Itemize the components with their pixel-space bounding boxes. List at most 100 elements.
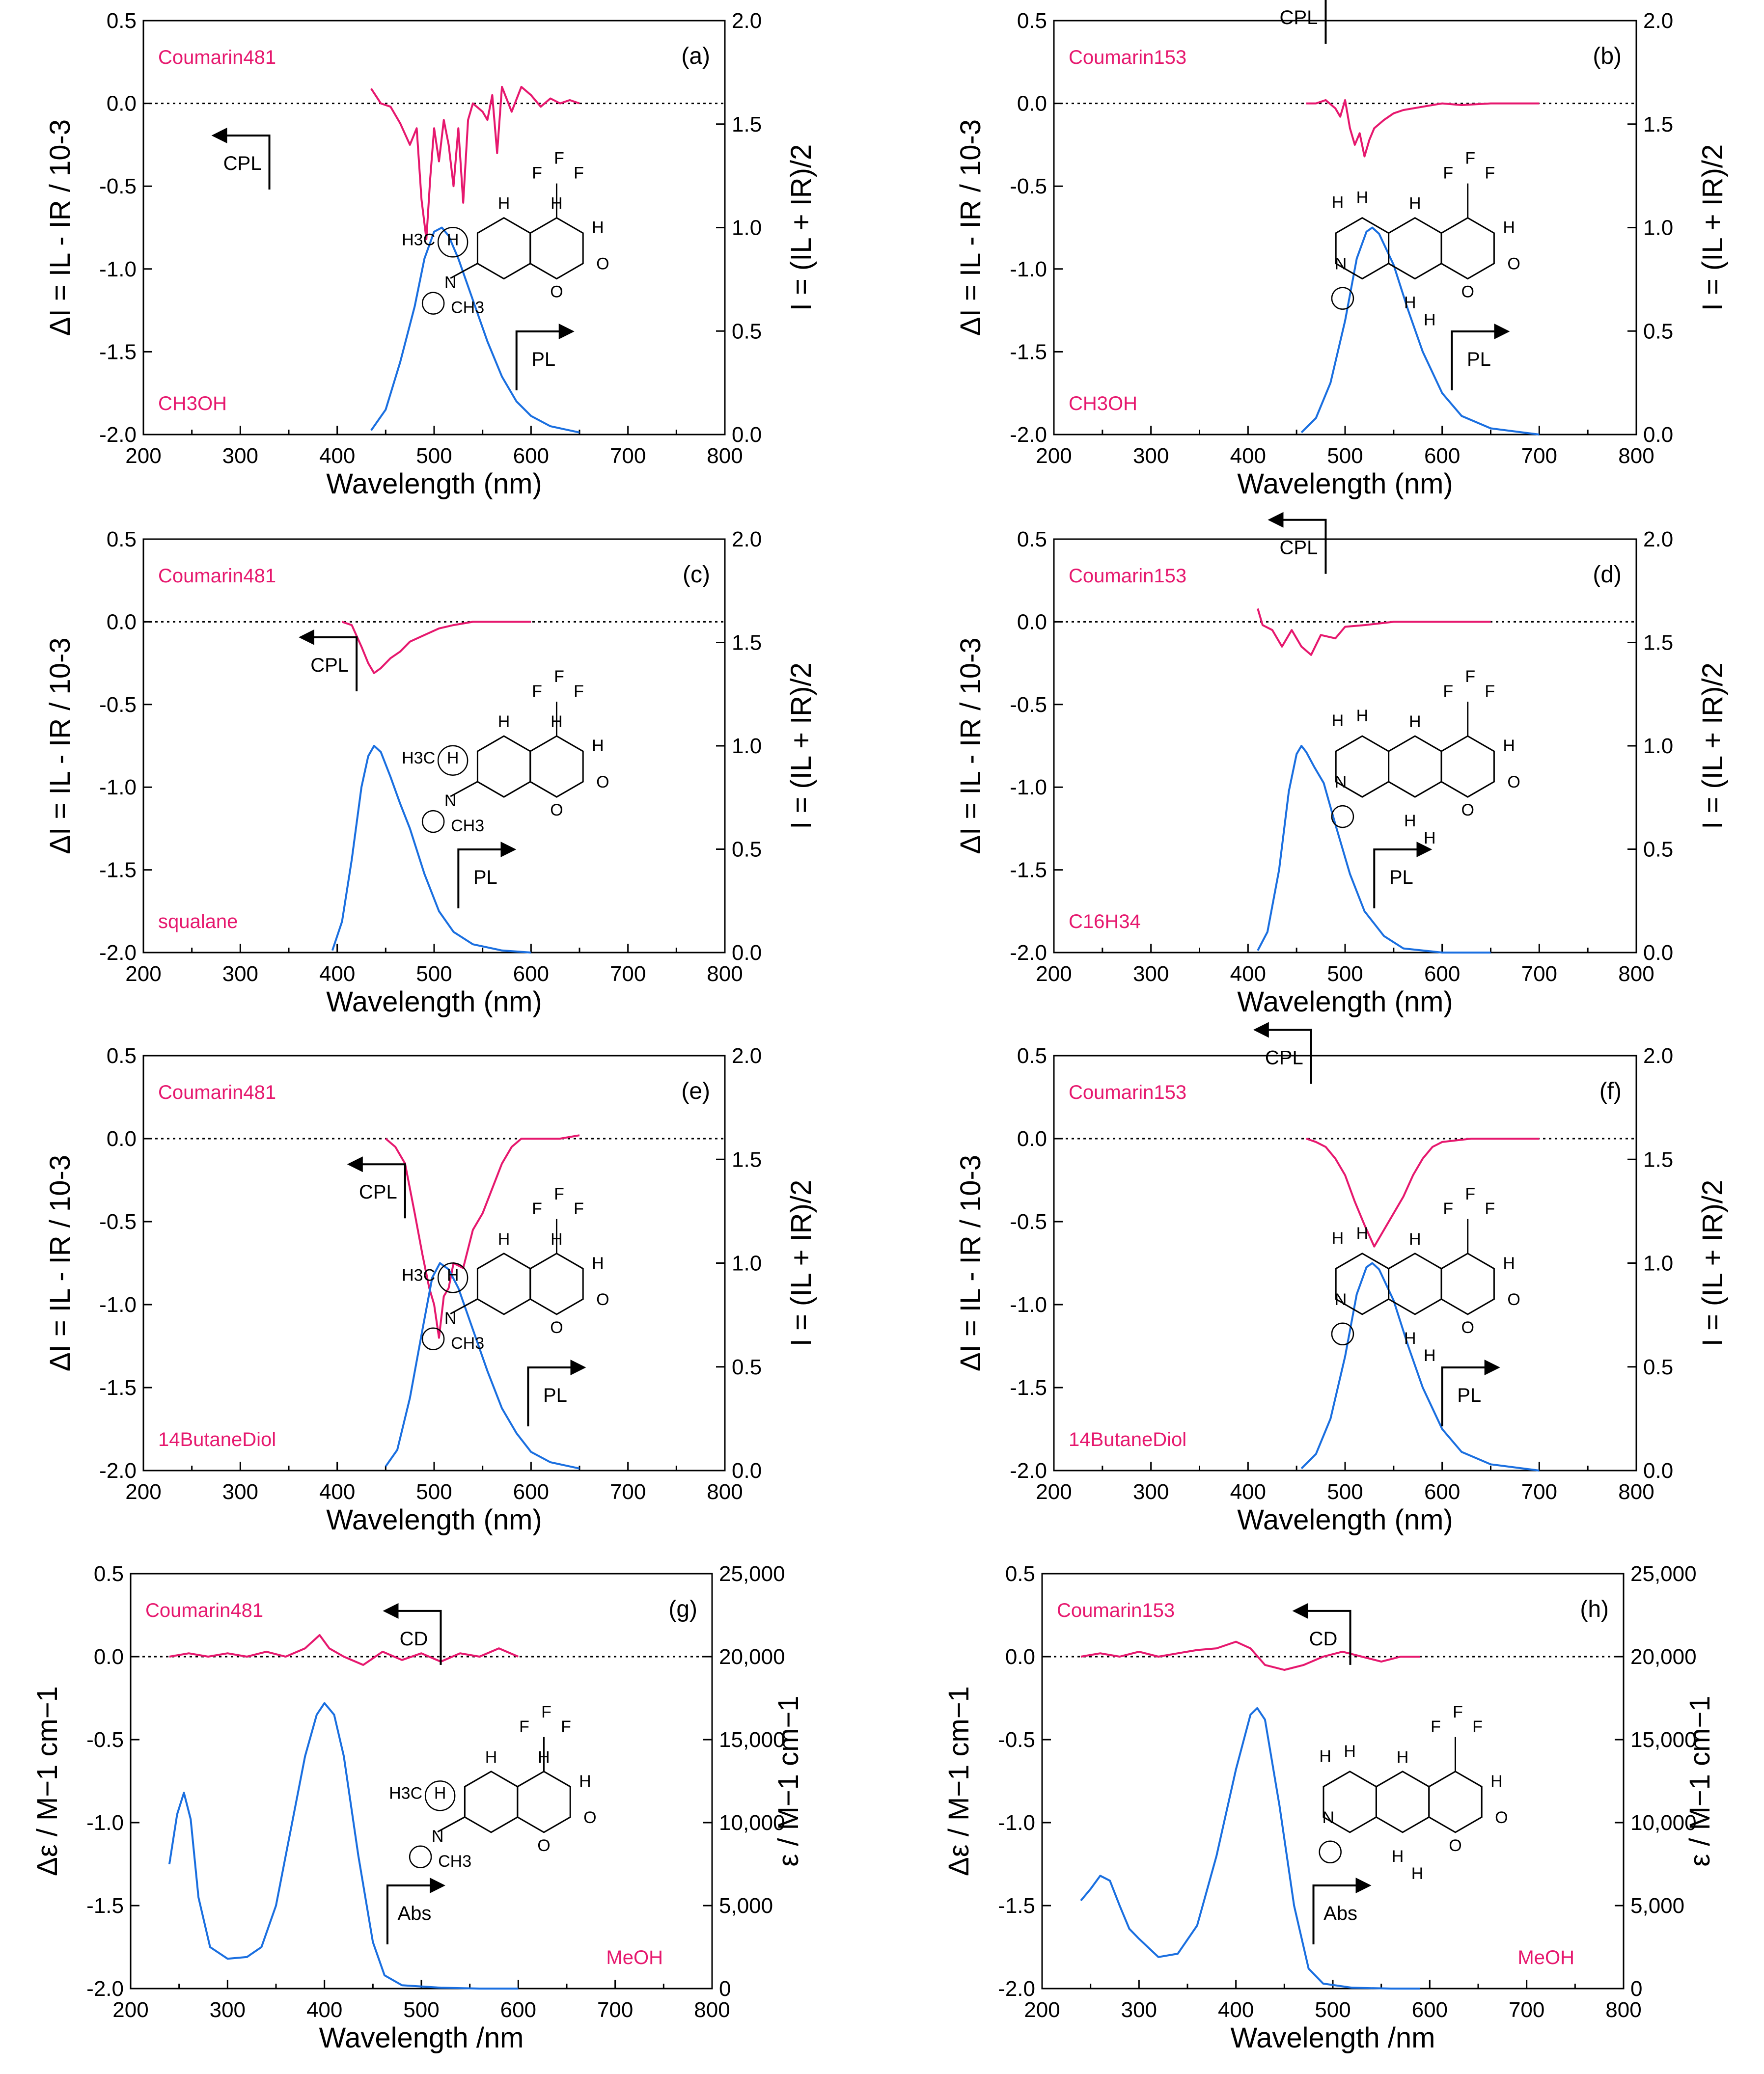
atom-label: F — [561, 1718, 571, 1736]
panel-e: 200 300 400 500 600 700 800 0.5 0.0 -0.5 -1.0 -1.5 -… — [44, 1044, 817, 1536]
right-tick-label: 0.0 — [1643, 941, 1673, 965]
bottom-axis-arrow: PL — [457, 842, 517, 908]
bottom-arrow-label: PL — [543, 1385, 567, 1406]
atom-label: O — [596, 1290, 609, 1309]
right-tick-label: 0.5 — [732, 1355, 762, 1379]
right-tick-label: 0.0 — [1643, 423, 1673, 447]
right-tick-label: 2.0 — [732, 527, 762, 551]
x-tick-label: 500 — [403, 1998, 439, 2022]
x-axis-label: Wavelength (nm) — [1237, 1504, 1453, 1536]
lone-pair-orbital — [409, 1845, 432, 1868]
atom-label: F — [1443, 682, 1453, 701]
atom-label: F — [541, 1703, 551, 1721]
atom-label: N — [1335, 1290, 1347, 1309]
atom-label: F — [532, 1200, 542, 1218]
left-tick-label: -0.5 — [1010, 693, 1047, 717]
atom-label: H — [1503, 218, 1515, 237]
atom-label: O — [1449, 1836, 1461, 1855]
atom-label: H — [1409, 712, 1421, 731]
panel-tag: (f) — [1599, 1078, 1622, 1104]
atom-label: H — [1332, 711, 1344, 730]
solvent-label: C16H34 — [1069, 911, 1141, 932]
dye-label: Coumarin153 — [1069, 47, 1186, 68]
right-tick-label: 0.5 — [732, 319, 762, 343]
left-tick-label: 0.5 — [1017, 527, 1047, 551]
x-axis-label: Wavelength /nm — [1231, 2022, 1435, 2054]
x-tick-label: 400 — [319, 1480, 355, 1504]
atom-label: H — [1356, 189, 1369, 207]
x-tick-label: 700 — [610, 1480, 646, 1504]
lone-pair-orbital — [1331, 287, 1354, 310]
atom-label: H3C — [389, 1784, 422, 1803]
atom-label: F — [554, 149, 564, 168]
pl-series-line — [1300, 226, 1540, 436]
x-tick-label: 400 — [319, 444, 355, 468]
right-tick-label: 1.0 — [1643, 734, 1673, 758]
left-tick-label: 0.5 — [1017, 9, 1047, 33]
atom-label: F — [1431, 1718, 1441, 1736]
right-tick-label: 1.5 — [732, 112, 762, 136]
right-tick-label: 10,000 — [1630, 1811, 1697, 1835]
panel-tag: (b) — [1593, 43, 1622, 69]
right-tick-label: 25,000 — [719, 1562, 785, 1586]
panel-tag: (h) — [1580, 1596, 1609, 1622]
atom-label: CH3 — [451, 1334, 484, 1353]
pl-series-line — [385, 1262, 580, 1470]
left-tick-label: -1.5 — [99, 340, 137, 364]
panel-c: 200 300 400 500 600 700 800 0.5 0.0 -0.5 -1.0 -1.5 -… — [44, 527, 817, 1018]
x-tick-label: 300 — [1133, 1480, 1169, 1504]
atom-label: H — [485, 1748, 497, 1767]
left-tick-label: -2.0 — [1010, 941, 1047, 965]
atom-label: H — [1319, 1747, 1331, 1766]
lone-pair-orbital — [421, 1327, 445, 1350]
right-y-axis-label: ε / M−1 cm−1 — [772, 1695, 804, 1866]
left-tick-label: -0.5 — [1010, 1210, 1047, 1234]
top-axis-arrow: CPL — [1268, 512, 1327, 574]
atom-label: N — [444, 1309, 457, 1328]
atom-label: H — [1404, 294, 1416, 312]
left-y-axis-label: ΔI = IL - IR / 10-3 — [44, 1155, 76, 1371]
solvent-label: MeOH — [1517, 1947, 1574, 1968]
x-tick-label: 500 — [416, 1480, 452, 1504]
left-tick-label: -1.5 — [998, 1894, 1035, 1918]
atom-label: H — [551, 194, 563, 213]
x-tick-label: 400 — [1218, 1998, 1254, 2022]
bottom-arrow-label: PL — [1457, 1385, 1481, 1406]
atom-label: O — [550, 283, 563, 301]
bottom-axis-arrow: Abs — [386, 1878, 445, 1944]
atom-label: H — [592, 737, 604, 755]
atom-label: F — [1443, 164, 1453, 183]
atom-label: N — [1322, 1808, 1334, 1827]
x-tick-label: 300 — [1121, 1998, 1157, 2022]
cpl-series-line — [1306, 1138, 1540, 1248]
atom-label: H — [1397, 1748, 1409, 1767]
atom-label: O — [550, 801, 563, 819]
right-tick-label: 0 — [719, 1977, 731, 2001]
h-highlight-circle — [424, 1780, 456, 1811]
left-y-axis-label: ΔI = IL - IR / 10-3 — [955, 637, 987, 854]
x-tick-label: 800 — [1618, 1480, 1654, 1504]
cpl-series-line — [1080, 1640, 1420, 1671]
atom-label: F — [1485, 1200, 1495, 1218]
left-tick-label: 0.0 — [1005, 1645, 1035, 1669]
left-tick-label: -0.5 — [99, 1210, 137, 1234]
x-tick-label: 600 — [513, 962, 549, 986]
bottom-arrow-label: PL — [531, 349, 555, 370]
panel-tag: (g) — [668, 1596, 697, 1622]
right-y-axis-label: ε / M−1 cm−1 — [1684, 1695, 1716, 1866]
atom-label: N — [1335, 773, 1347, 791]
left-tick-label: -1.5 — [1010, 1376, 1047, 1400]
x-tick-label: 500 — [1327, 1480, 1363, 1504]
left-tick-label: -2.0 — [99, 423, 137, 447]
atom-label: F — [1443, 1200, 1453, 1218]
left-tick-label: -2.0 — [1010, 423, 1047, 447]
left-tick-label: -1.0 — [99, 775, 137, 799]
atom-label: F — [554, 1185, 564, 1203]
x-tick-label: 800 — [1618, 962, 1654, 986]
x-tick-label: 700 — [597, 1998, 633, 2022]
atom-label: O — [537, 1836, 550, 1855]
atom-label: H — [498, 1230, 510, 1249]
